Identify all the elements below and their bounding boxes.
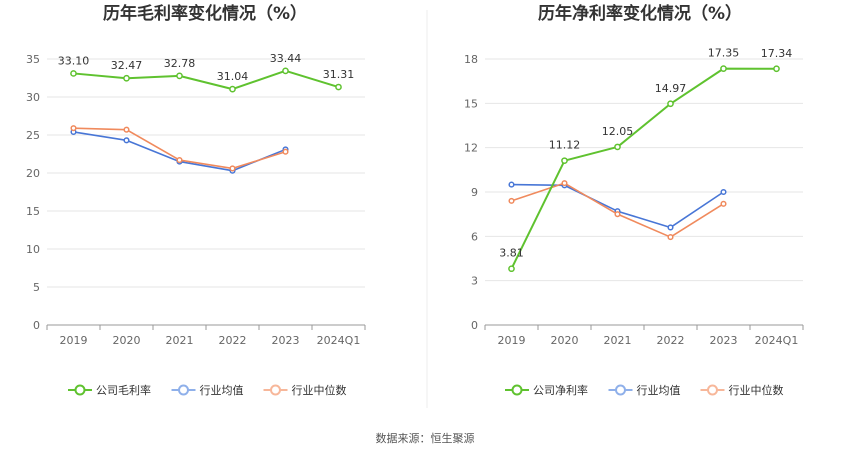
- data-point-company: [176, 72, 183, 80]
- data-label: 31.04: [217, 70, 249, 83]
- data-point-industry_median: [282, 148, 289, 155]
- data-point-industry_median: [229, 165, 236, 172]
- data-point-industry_median: [123, 126, 130, 133]
- data-point-industry_avg: [720, 188, 727, 196]
- y-tick-label: 12: [464, 142, 478, 155]
- legend-item-industry_median: 行业中位数: [263, 383, 347, 397]
- x-tick-label: 2019: [498, 334, 526, 347]
- legend-swatch-marker: [178, 384, 189, 396]
- data-point-industry_median: [176, 157, 183, 164]
- legend-item-industry_median: 行业中位数: [700, 383, 784, 397]
- data-point-company: [282, 67, 289, 75]
- x-tick-label: 2024Q1: [317, 334, 361, 347]
- data-point-company: [508, 265, 515, 273]
- data-point-industry_median: [614, 211, 621, 218]
- data-label: 33.10: [58, 54, 90, 67]
- data-point-industry_median: [70, 125, 77, 132]
- data-label: 32.78: [164, 57, 196, 70]
- y-tick-label: 5: [33, 281, 40, 294]
- x-tick-label: 2021: [166, 334, 194, 347]
- data-point-company: [70, 70, 77, 77]
- x-tick-label: 2021: [604, 334, 632, 347]
- legend-item-industry_avg: 行业均值: [171, 384, 244, 397]
- data-point-industry_median: [720, 200, 727, 207]
- legend-item-industry_avg: 行业均值: [608, 384, 681, 397]
- y-tick-label: 35: [26, 53, 40, 66]
- data-point-industry_avg: [667, 224, 674, 231]
- legend-label: 公司毛利率: [96, 383, 151, 397]
- data-point-industry_avg: [508, 181, 515, 188]
- x-tick-label: 2019: [60, 334, 88, 347]
- data-point-company: [229, 85, 236, 93]
- data-point-industry_median: [667, 234, 674, 241]
- data-label: 14.97: [655, 82, 687, 95]
- legend-swatch-marker: [270, 384, 281, 396]
- data-point-company: [667, 100, 674, 108]
- data-point-company: [335, 83, 342, 91]
- data-point-company: [773, 65, 780, 73]
- legend-label: 行业均值: [200, 384, 244, 397]
- data-label: 17.34: [761, 47, 793, 60]
- data-label: 31.31: [323, 68, 355, 81]
- data-label: 32.47: [111, 59, 143, 72]
- legend-swatch-marker: [707, 384, 718, 396]
- y-tick-label: 25: [26, 129, 40, 142]
- y-tick-label: 30: [26, 91, 40, 104]
- chart-panel-1: 历年毛利率变化情况（%） 0 5 10 15 20 25 30 35 2019 2020 2021 20…: [26, 3, 366, 397]
- legend-label: 行业均值: [637, 384, 681, 397]
- series-line-company: [73, 69, 339, 91]
- legend-swatch-marker: [615, 384, 626, 396]
- y-tick-label: 3: [471, 275, 478, 288]
- y-tick-label: 15: [26, 205, 40, 218]
- x-tick-label: 2023: [272, 334, 300, 347]
- y-tick-label: 9: [471, 186, 478, 199]
- data-point-industry_median: [561, 180, 568, 187]
- data-point-industry_avg: [123, 137, 130, 144]
- chart-panel-2: 历年净利率变化情况（%） 0 3 6 9 12 15 18 2019 2020 2021 2022 20…: [464, 3, 804, 397]
- legend-label: 行业中位数: [729, 383, 784, 397]
- series-line-company: [510, 67, 777, 270]
- data-point-company: [123, 74, 130, 82]
- legend-label: 行业中位数: [292, 383, 347, 397]
- x-tick-label: 2023: [710, 334, 738, 347]
- data-label: 11.12: [549, 139, 581, 152]
- y-tick-label: 0: [33, 319, 40, 332]
- x-tick-label: 2024Q1: [755, 334, 799, 347]
- data-point-company: [720, 65, 727, 72]
- data-label: 3.81: [499, 247, 524, 260]
- x-tick-label: 2020: [113, 334, 141, 347]
- source-text: 数据来源：恒生聚源: [376, 431, 475, 445]
- chart-title: 历年净利率变化情况（%）: [538, 3, 742, 24]
- chart-title: 历年毛利率变化情况（%）: [103, 3, 307, 24]
- legend-label: 公司净利率: [533, 383, 588, 397]
- y-tick-label: 20: [26, 167, 40, 180]
- data-label: 17.35: [708, 47, 740, 60]
- x-tick-label: 2022: [219, 334, 247, 347]
- y-tick-label: 0: [471, 319, 478, 332]
- data-point-industry_median: [508, 197, 515, 204]
- x-tick-label: 2022: [657, 334, 685, 347]
- data-point-company: [614, 143, 621, 151]
- data-point-company: [561, 157, 568, 165]
- data-label: 12.05: [602, 125, 634, 138]
- y-tick-label: 18: [464, 53, 478, 66]
- legend-item-company: 公司净利率: [505, 383, 588, 397]
- data-label: 33.44: [270, 52, 302, 65]
- legend-item-company: 公司毛利率: [68, 383, 151, 397]
- legend-swatch-marker: [74, 384, 86, 396]
- y-tick-label: 15: [464, 97, 478, 110]
- legend-swatch-marker: [511, 384, 523, 396]
- y-tick-label: 10: [26, 243, 40, 256]
- x-tick-label: 2020: [551, 334, 579, 347]
- y-tick-label: 6: [471, 230, 478, 243]
- series-line-industry_avg: [73, 131, 286, 172]
